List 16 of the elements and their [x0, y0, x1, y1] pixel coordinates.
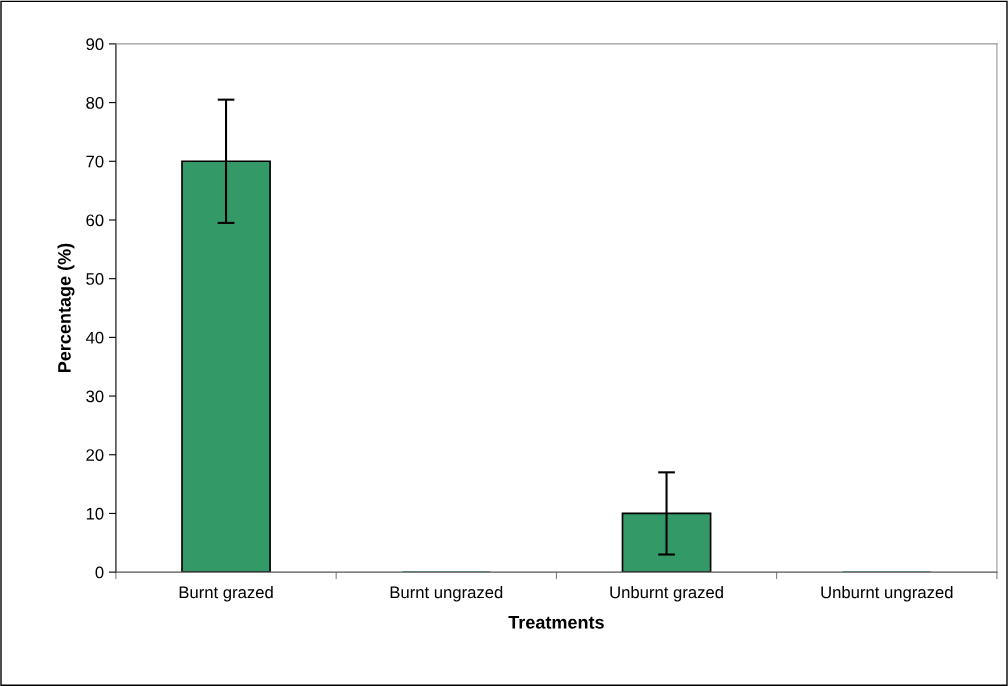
- y-tick-label: 60: [86, 214, 104, 227]
- y-tick-label: 40: [85, 331, 104, 344]
- y-axis-title: Percentage (%): [57, 243, 75, 373]
- y-tick-label: 90: [86, 38, 104, 51]
- y-tick-label: 20: [86, 449, 104, 461]
- x-tick-label: Unburnt grazed: [610, 586, 723, 602]
- y-tick-label: 30: [86, 390, 104, 403]
- x-tick-label: Burnt ungrazed: [390, 586, 503, 602]
- y-tick-label: 70: [86, 155, 104, 168]
- x-tick-label: Burnt grazed: [179, 586, 273, 602]
- y-tick-label: 80: [86, 97, 104, 109]
- y-tick-label: 0: [95, 566, 104, 579]
- y-tick-label: 10: [86, 507, 104, 520]
- x-tick-label: Unburnt ungrazed: [821, 586, 953, 602]
- x-axis-title: Treatments: [508, 616, 604, 629]
- y-tick-label: 50: [86, 273, 104, 285]
